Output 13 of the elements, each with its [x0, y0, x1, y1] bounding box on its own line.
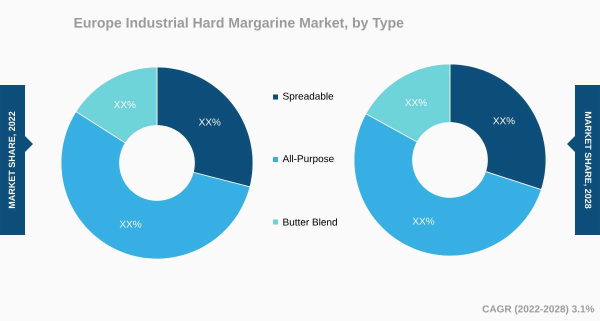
chart-title: Europe Industrial Hard Margarine Market, by Type: [74, 17, 404, 31]
legend-label: All-Purpose: [282, 154, 334, 164]
legend-label: Butter Blend: [283, 218, 337, 226]
text: MARKET SHARE, 2022: [8, 112, 16, 208]
data-label: XX%: [114, 101, 136, 108]
text: MARKET SHARE, 2028: [584, 112, 592, 208]
legend-label: Spreadable: [282, 92, 334, 102]
data-label: XX%: [120, 220, 142, 228]
data-label: XX%: [412, 218, 434, 225]
text: CAGR (2022-2028) 3.1%: [482, 305, 594, 314]
data-label: XX%: [198, 118, 220, 126]
data-label: XX%: [405, 99, 427, 106]
data-label: XX%: [493, 117, 515, 124]
